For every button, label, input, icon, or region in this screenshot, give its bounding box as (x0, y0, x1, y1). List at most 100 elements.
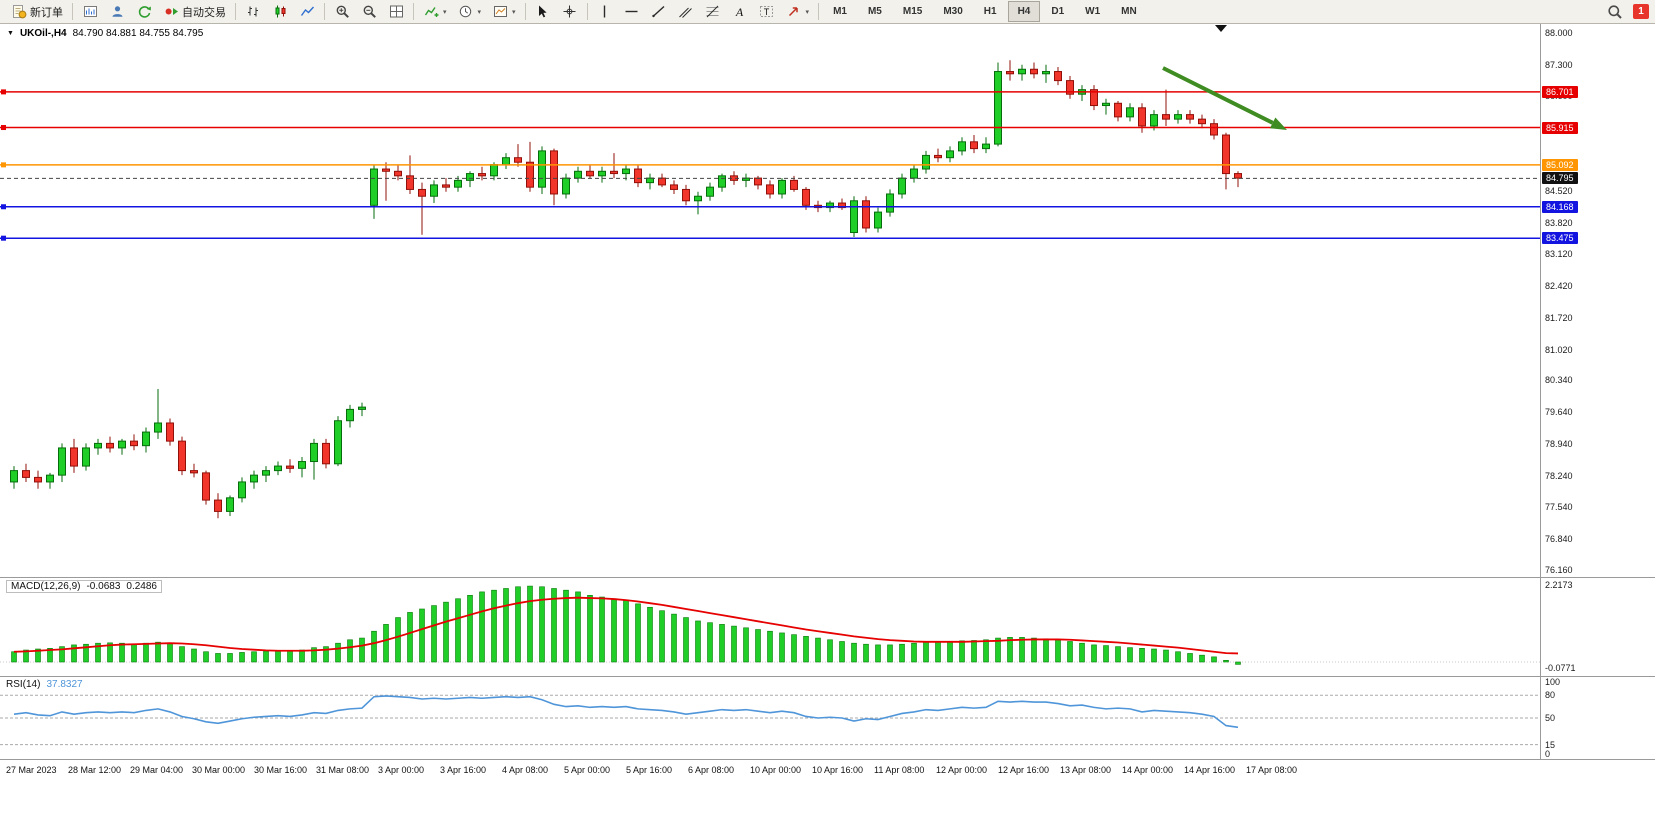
price-level-handle[interactable] (1, 235, 6, 241)
price-axis: 88.00087.30086.60084.52083.82083.12082.4… (1540, 24, 1655, 577)
trend-arrow-shaft[interactable] (1162, 66, 1274, 125)
trendline-button[interactable] (646, 1, 672, 22)
candle (514, 144, 522, 167)
candle (58, 443, 66, 482)
timeframe-m30-button[interactable]: M30 (933, 1, 972, 22)
price-level-handle[interactable] (1, 162, 6, 168)
main-chart-panel: ▼ UKOil-,H4 84.790 84.881 84.755 84.795 … (0, 24, 1655, 577)
templates-button[interactable]: ▾ (487, 1, 521, 22)
candlestick-chart-button[interactable] (267, 1, 293, 22)
time-axis-label: 10 Apr 16:00 (812, 765, 864, 775)
toolbar-separator (586, 3, 588, 20)
candle (70, 438, 78, 473)
main-chart-canvas[interactable] (0, 24, 1540, 577)
candle (82, 443, 90, 471)
chart-title: ▼ UKOil-,H4 84.790 84.881 84.755 84.795 (7, 28, 203, 39)
candle (406, 155, 414, 194)
rsi-label: RSI(14) 37.8327 (6, 679, 83, 690)
time-axis-label: 3 Apr 16:00 (440, 765, 487, 775)
indicators-button[interactable]: ▾ (418, 1, 452, 22)
toolbar-left: 新订单 自动交易 ▾ ▾ ▾ A T ▾ M1 M5 M15 M30 H1 H4 D1 W1 MN (6, 1, 1147, 22)
time-axis-label: 14 Apr 16:00 (1184, 765, 1236, 775)
timeframe-w1-button[interactable]: W1 (1075, 1, 1110, 22)
candle (958, 137, 966, 156)
price-axis-label: 76.840 (1545, 534, 1573, 545)
chart-dropdown-icon[interactable]: ▼ (7, 30, 14, 37)
candle (46, 472, 54, 489)
macd-canvas[interactable] (0, 578, 1540, 676)
timeframe-m5-button[interactable]: M5 (858, 1, 892, 22)
timeframe-d1-button[interactable]: D1 (1041, 1, 1074, 22)
hline-icon (624, 4, 640, 19)
rsi-line (13, 695, 1239, 729)
bottom-filler (0, 785, 1655, 825)
candle (1162, 89, 1170, 126)
candle (250, 470, 258, 489)
zoom-in-button[interactable] (329, 1, 355, 22)
price-axis-label: 88.000 (1545, 27, 1573, 38)
vertical-line-button[interactable] (592, 1, 618, 22)
search-button[interactable] (1602, 1, 1628, 22)
candle (562, 173, 570, 199)
notification-badge[interactable]: 1 (1633, 4, 1649, 19)
timeframe-m1-button[interactable]: M1 (823, 1, 857, 22)
candle (334, 416, 342, 467)
text-button[interactable]: A (727, 1, 753, 22)
time-axis-label: 30 Mar 16:00 (254, 765, 308, 775)
timeframe-m30-button-label: M30 (943, 6, 963, 17)
candle (1198, 114, 1206, 129)
candle (574, 166, 582, 183)
price-axis-label: 76.160 (1545, 564, 1573, 575)
new-order-button[interactable]: 新订单 (6, 1, 68, 22)
toolbar-right: 1 (1602, 1, 1649, 22)
periods-button[interactable]: ▾ (453, 1, 487, 22)
rsi-panel: RSI(14) 37.8327 100 80 50 15 0 (0, 676, 1655, 759)
macd-main-value: -0.0683 (86, 581, 121, 592)
rsi-axis: 100 80 50 15 0 (1540, 677, 1655, 759)
charts-grid-button[interactable] (77, 1, 103, 22)
timeframe-h1-button[interactable]: H1 (974, 1, 1007, 22)
auto-trading-button[interactable]: 自动交易 (158, 1, 231, 22)
zoom-out-button[interactable] (356, 1, 382, 22)
timeframe-h4-button[interactable]: H4 (1007, 1, 1041, 22)
candle (718, 173, 726, 192)
price-level-handle[interactable] (1, 204, 6, 210)
candle (1066, 76, 1074, 99)
horizontal-line-button[interactable] (619, 1, 645, 22)
toolbar-separator (524, 3, 526, 20)
price-axis-label: 78.240 (1545, 470, 1573, 481)
channel-button[interactable] (673, 1, 699, 22)
fibo-icon (705, 4, 721, 19)
candle (910, 164, 918, 183)
trend-arrow-head[interactable] (1270, 117, 1287, 130)
rsi-canvas[interactable] (0, 677, 1540, 759)
timeframe-mn-button[interactable]: MN (1111, 1, 1147, 22)
price-level-handle[interactable] (1, 89, 6, 95)
candle (298, 457, 306, 478)
time-axis-label: 12 Apr 00:00 (936, 765, 988, 775)
candles-icon (272, 4, 288, 19)
candle (418, 182, 426, 235)
crosshair-button[interactable] (557, 1, 583, 22)
price-axis-label: 79.640 (1545, 407, 1573, 418)
line-chart-button[interactable] (294, 1, 320, 22)
price-axis-label: 81.020 (1545, 344, 1573, 355)
refresh-button[interactable] (131, 1, 157, 22)
timeframe-h4-button-label: H4 (1017, 6, 1031, 17)
tile-windows-button[interactable] (383, 1, 409, 22)
bar-chart-button[interactable] (240, 1, 266, 22)
timeframe-m15-button[interactable]: M15 (893, 1, 932, 22)
time-axis-label: 4 Apr 08:00 (502, 765, 549, 775)
vline-icon (597, 4, 613, 19)
cursor-button[interactable] (530, 1, 556, 22)
arrows-button[interactable]: ▾ (781, 1, 815, 22)
text-label-button[interactable]: T (754, 1, 780, 22)
time-axis-label: 30 Mar 00:00 (192, 765, 246, 775)
time-axis-label: 11 Apr 08:00 (874, 765, 925, 775)
profile-button[interactable] (104, 1, 130, 22)
fibonacci-button[interactable] (700, 1, 726, 22)
price-axis-label: 82.420 (1545, 281, 1573, 292)
toolbar-separator (324, 3, 325, 20)
price-level-handle[interactable] (1, 125, 6, 131)
rsi-axis-label: 80 (1545, 690, 1556, 701)
